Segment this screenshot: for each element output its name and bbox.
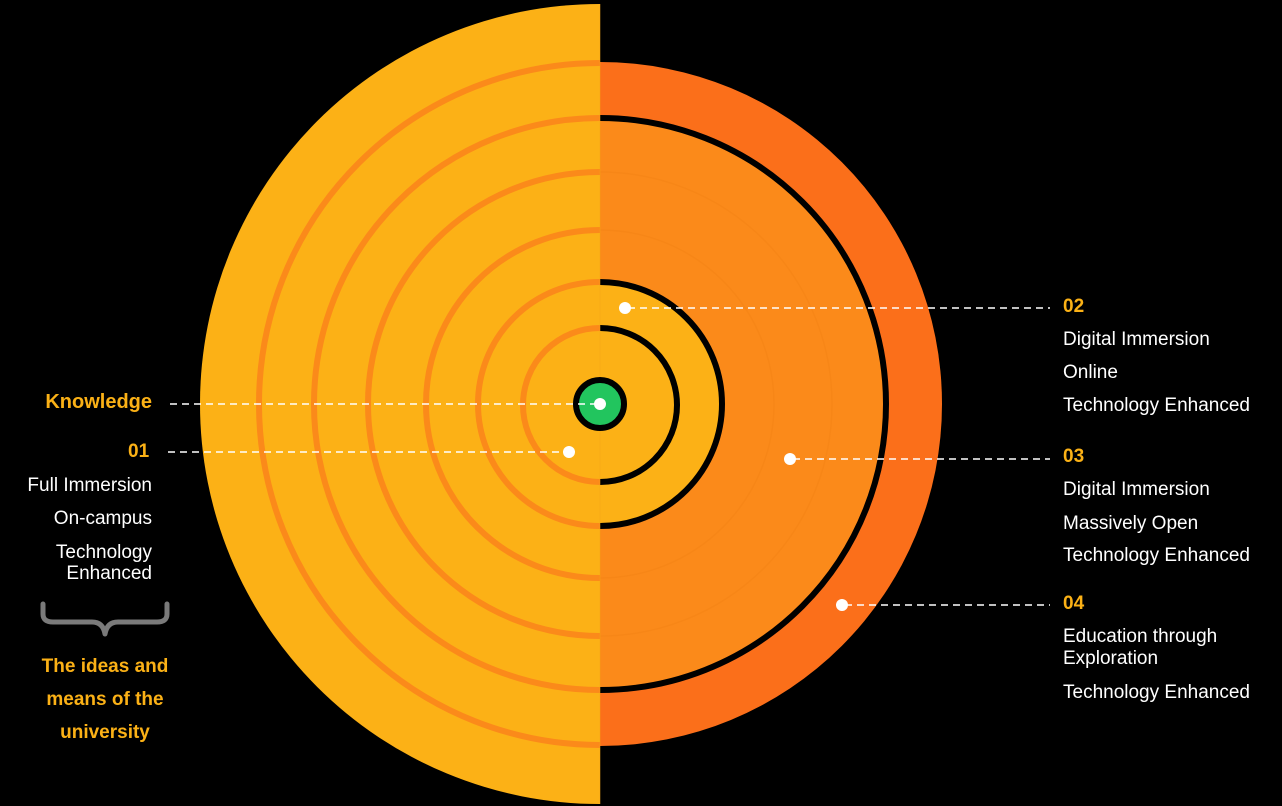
ideas-caption-line: means of the: [46, 689, 164, 710]
section-02-item: Online: [1063, 362, 1118, 383]
ideas-caption-line: university: [60, 722, 150, 743]
right-inner-area: [600, 116, 888, 692]
section-01-item: Full Immersion: [27, 475, 152, 496]
section-01-number: 01: [128, 441, 150, 462]
section-01-item: Technology Enhanced: [55, 542, 152, 584]
curly-brace-icon: [40, 601, 170, 637]
marker-02: [619, 302, 631, 314]
section-03-item: Massively Open: [1063, 513, 1199, 534]
marker-04: [836, 599, 848, 611]
section-04-number: 04: [1063, 593, 1085, 614]
marker-03: [784, 453, 796, 465]
section-02-item: Digital Immersion: [1063, 329, 1210, 350]
section-04-item: Education through Exploration: [1063, 626, 1218, 669]
section-03-number: 03: [1063, 446, 1085, 467]
right-ring-outer: [599, 115, 889, 693]
right-ring-inner: [599, 325, 680, 485]
center-dot: [594, 398, 606, 410]
section-01-item: On-campus: [53, 508, 152, 529]
section-04-item: Technology Enhanced: [1063, 682, 1250, 703]
marker-01: [563, 446, 575, 458]
section-03-item: Digital Immersion: [1063, 479, 1210, 500]
ideas-caption-line: The ideas and: [41, 656, 169, 677]
knowledge-label: Knowledge: [45, 391, 152, 413]
section-03-item: Technology Enhanced: [1063, 545, 1250, 566]
section-02-number: 02: [1063, 296, 1085, 317]
section-02-item: Technology Enhanced: [1063, 395, 1250, 416]
